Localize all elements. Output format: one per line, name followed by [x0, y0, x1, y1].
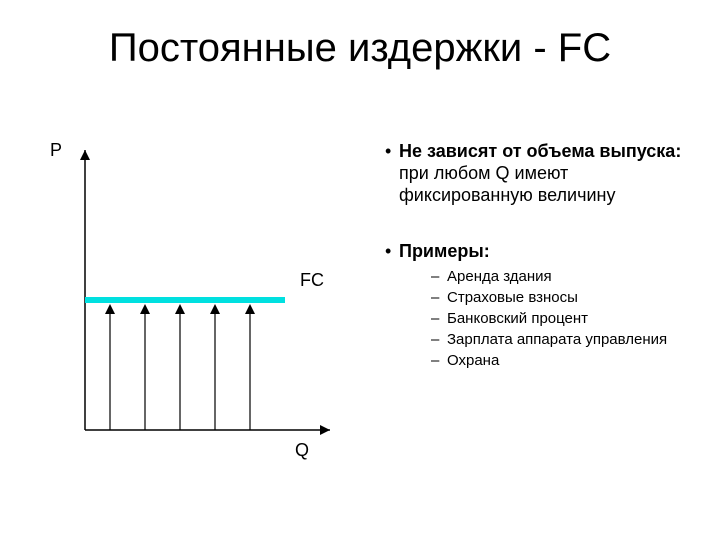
list-item: Банковский процент [431, 308, 667, 329]
y-axis-label: P [50, 140, 62, 161]
bullet-bold: Не зависят от объема выпуска: [399, 141, 681, 161]
chart-svg [40, 140, 360, 470]
list-item: Охрана [431, 350, 667, 371]
fc-chart: P Q FC [40, 140, 360, 470]
slide-title: Постоянные издержки - FC [0, 26, 720, 71]
slide: Постоянные издержки - FC P Q FC • Не зав… [0, 0, 720, 540]
bullet-text: Примеры: Аренда здания Страховые взносы … [399, 240, 667, 371]
x-axis-label: Q [295, 440, 309, 461]
list-item: Аренда здания [431, 266, 667, 287]
text-content: • Не зависят от объема выпуска: при любо… [385, 140, 685, 405]
bullet-text: Не зависят от объема выпуска: при любом … [399, 140, 685, 206]
bullet-bold: Примеры: [399, 241, 490, 261]
fc-line-label: FC [300, 270, 324, 291]
bullet-item: • Не зависят от объема выпуска: при любо… [385, 140, 685, 206]
bullet-dot-icon: • [385, 140, 399, 162]
bullet-dot-icon: • [385, 240, 399, 262]
list-item: Зарплата аппарата управления [431, 329, 667, 350]
bullet-item: • Примеры: Аренда здания Страховые взнос… [385, 240, 685, 371]
examples-list: Аренда здания Страховые взносы Банковски… [399, 266, 667, 371]
bullet-rest: при любом Q имеют фиксированную величину [399, 163, 615, 205]
list-item: Страховые взносы [431, 287, 667, 308]
